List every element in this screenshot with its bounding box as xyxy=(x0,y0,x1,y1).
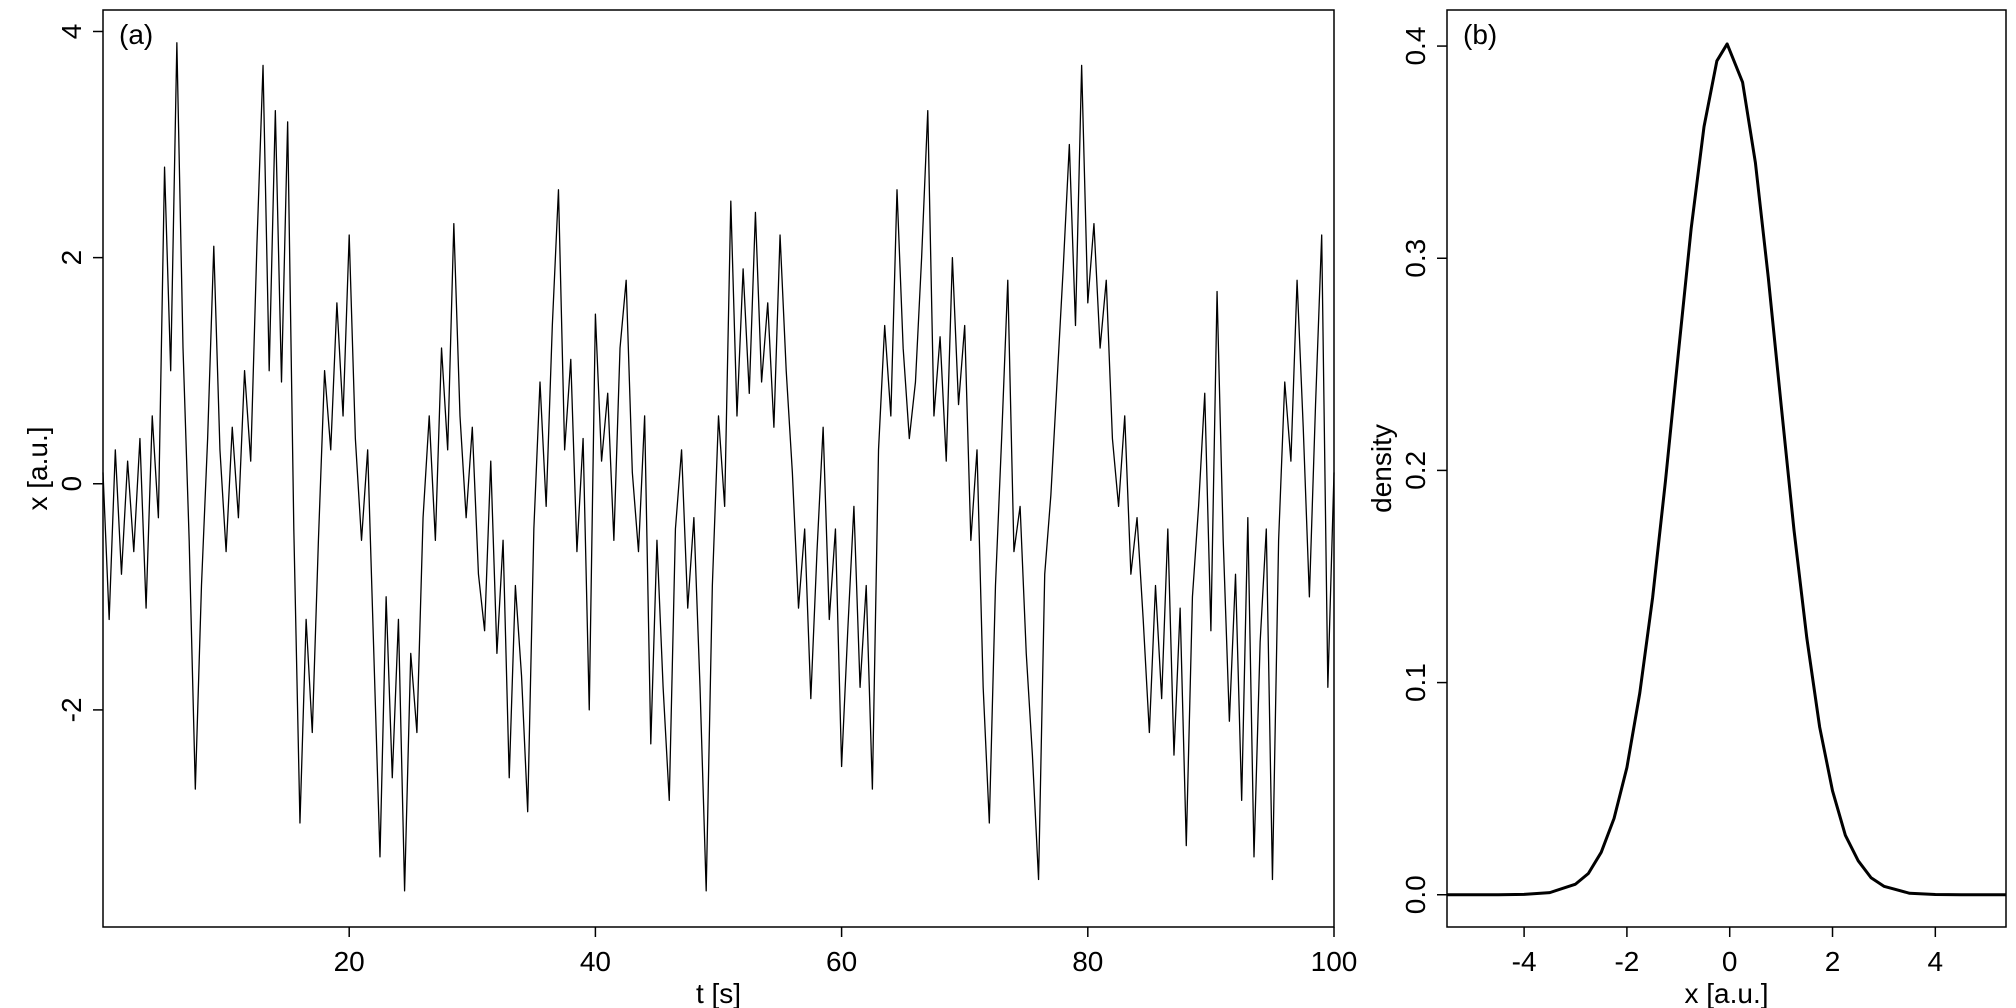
panel-label: (a) xyxy=(119,19,153,50)
y-tick-label: 0.2 xyxy=(1400,451,1431,490)
y-tick-label: -2 xyxy=(56,697,87,722)
plot-frame xyxy=(102,9,1335,928)
x-tick-label: 0 xyxy=(1722,946,1738,977)
y-axis-label: x [a.u.] xyxy=(22,426,53,510)
x-tick-label: 100 xyxy=(1311,946,1358,977)
y-tick-label: 0.4 xyxy=(1400,27,1431,66)
y-axis-label: density xyxy=(1366,424,1397,513)
x-axis-label: t [s] xyxy=(696,978,741,1008)
x-tick-label: 2 xyxy=(1825,946,1841,977)
x-tick-label: 80 xyxy=(1072,946,1103,977)
y-tick-label: 4 xyxy=(56,24,87,40)
y-tick-label: 0.3 xyxy=(1400,239,1431,278)
y-tick-label: 2 xyxy=(56,250,87,266)
x-tick-label: 60 xyxy=(826,946,857,977)
x-tick-label: -2 xyxy=(1614,946,1639,977)
y-tick-label: 0.0 xyxy=(1400,875,1431,914)
y-tick-label: 0 xyxy=(56,476,87,492)
y-tick-label: 0.1 xyxy=(1400,663,1431,702)
plot-frame xyxy=(1446,9,2007,928)
x-tick-label: 4 xyxy=(1928,946,1944,977)
x-tick-label: 20 xyxy=(334,946,365,977)
data-line xyxy=(1447,42,2006,897)
x-tick-label: -4 xyxy=(1512,946,1537,977)
panel-label: (b) xyxy=(1463,19,1497,50)
x-tick-label: 40 xyxy=(580,946,611,977)
x-axis-label: x [a.u.] xyxy=(1684,978,1768,1008)
data-line xyxy=(102,42,1335,892)
